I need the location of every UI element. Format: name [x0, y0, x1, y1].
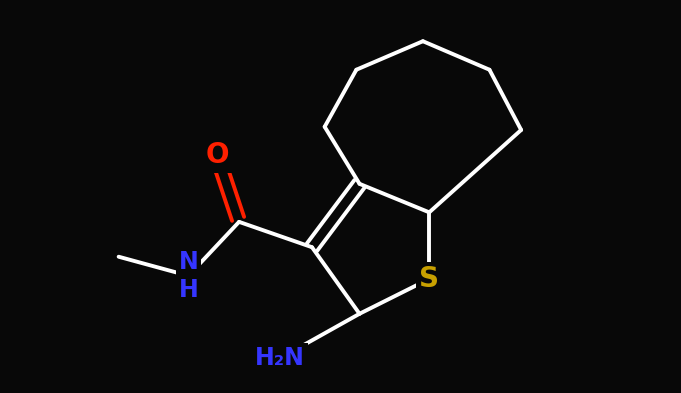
Text: O: O — [205, 141, 229, 169]
Text: S: S — [419, 265, 439, 293]
Text: N
H: N H — [178, 250, 198, 302]
Text: H₂N: H₂N — [255, 346, 305, 370]
